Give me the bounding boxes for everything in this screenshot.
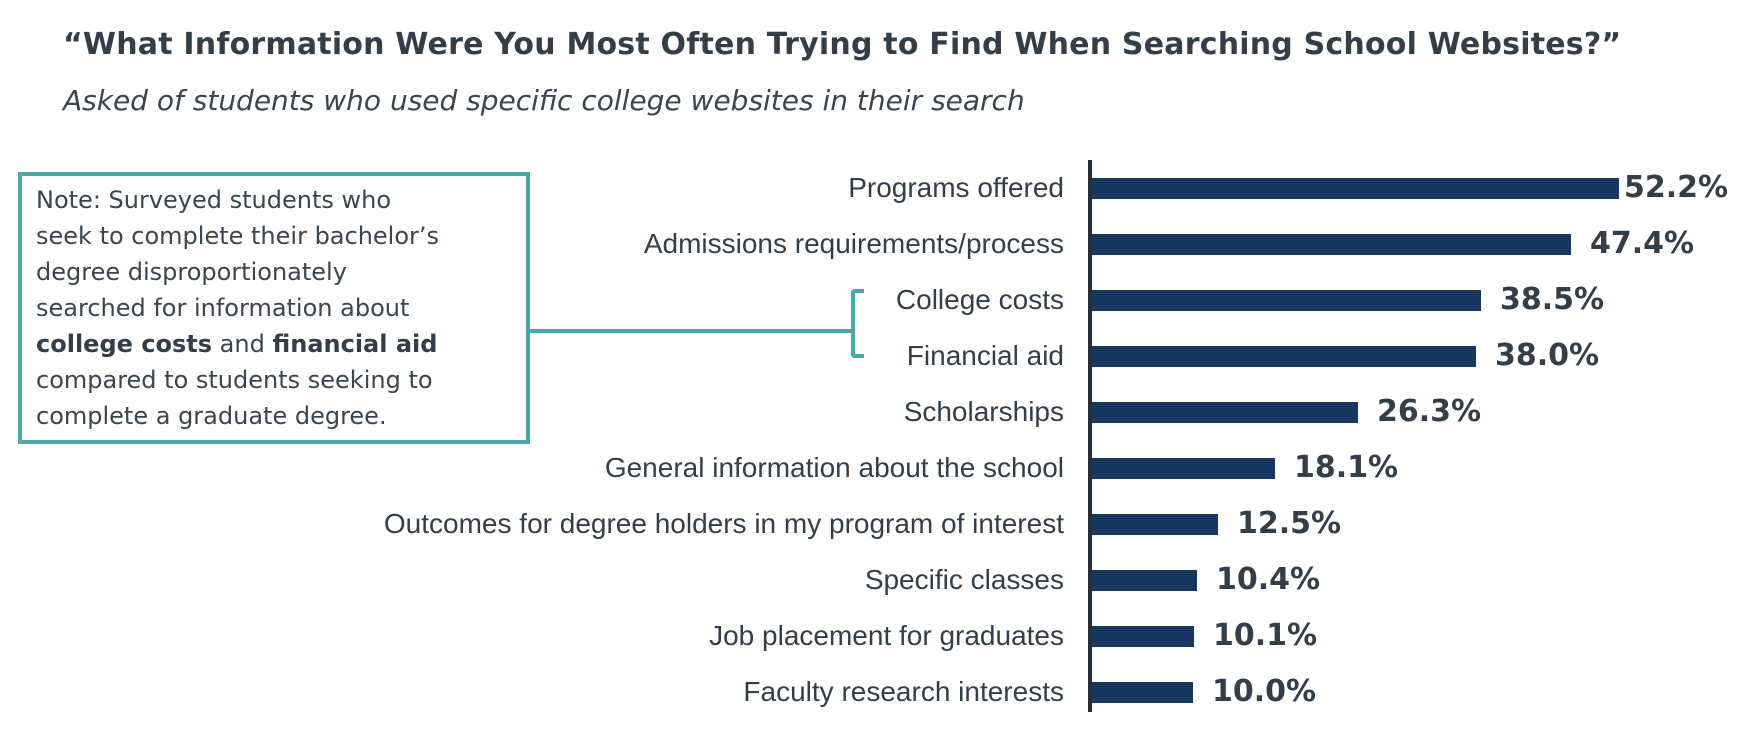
note-text: seek to complete their bachelor’s: [36, 222, 440, 250]
note-text: complete a graduate degree.: [36, 402, 387, 430]
bar: [1092, 458, 1275, 479]
category-label: Financial aid: [906, 340, 1064, 371]
bar: [1092, 290, 1481, 311]
note-text: degree disproportionately: [36, 258, 347, 286]
bar: [1092, 402, 1358, 423]
value-label: 38.0%: [1495, 338, 1600, 373]
value-label: 10.1%: [1213, 618, 1318, 653]
bar: [1092, 626, 1194, 647]
note-callout-box: Note: Surveyed students who seek to compl…: [18, 172, 530, 444]
note-line: Note: Surveyed students who: [36, 182, 512, 218]
note-line: compared to students seeking to: [36, 362, 512, 398]
category-label: Specific classes: [864, 564, 1064, 595]
note-line: college costs and financial aid: [36, 326, 512, 362]
bar: [1092, 346, 1476, 367]
note-line: seek to complete their bachelor’s: [36, 218, 512, 254]
bar: [1092, 178, 1619, 199]
category-label: Programs offered: [848, 172, 1064, 203]
note-line: complete a graduate degree.: [36, 398, 512, 434]
value-label: 38.5%: [1500, 282, 1605, 317]
value-label: 47.4%: [1590, 226, 1695, 261]
value-label: 18.1%: [1294, 450, 1399, 485]
bar: [1092, 514, 1218, 535]
value-label: 12.5%: [1237, 506, 1342, 541]
bar: [1092, 682, 1193, 703]
note-emphasis-text: financial aid: [272, 330, 438, 358]
callout-bracket: [851, 289, 864, 358]
value-label: 10.4%: [1216, 562, 1321, 597]
category-label: General information about the school: [604, 452, 1064, 483]
value-label: 10.0%: [1212, 674, 1317, 709]
note-line: searched for information about: [36, 290, 512, 326]
bar: [1092, 570, 1197, 591]
note-text: Note: Surveyed students who: [36, 186, 392, 214]
category-label: Faculty research interests: [743, 676, 1064, 707]
y-axis-line: [1088, 160, 1092, 712]
category-label: Job placement for graduates: [709, 620, 1064, 651]
category-label: Scholarships: [903, 396, 1064, 427]
note-text: compared to students seeking to: [36, 366, 433, 394]
chart-title: “What Information Were You Most Often Tr…: [63, 27, 1622, 62]
category-label: College costs: [895, 284, 1064, 315]
category-label: Admissions requirements/process: [643, 228, 1064, 259]
note-line: degree disproportionately: [36, 254, 512, 290]
value-label: 26.3%: [1377, 394, 1482, 429]
note-emphasis-text: college costs: [36, 330, 213, 358]
category-label: Outcomes for degree holders in my progra…: [383, 508, 1064, 539]
callout-connector-line: [530, 329, 851, 333]
note-text: searched for information about: [36, 294, 410, 322]
bar: [1092, 234, 1571, 255]
chart-subtitle: Asked of students who used specific coll…: [63, 84, 1025, 117]
value-label: 52.2%: [1624, 170, 1729, 205]
note-text: and: [212, 330, 273, 358]
